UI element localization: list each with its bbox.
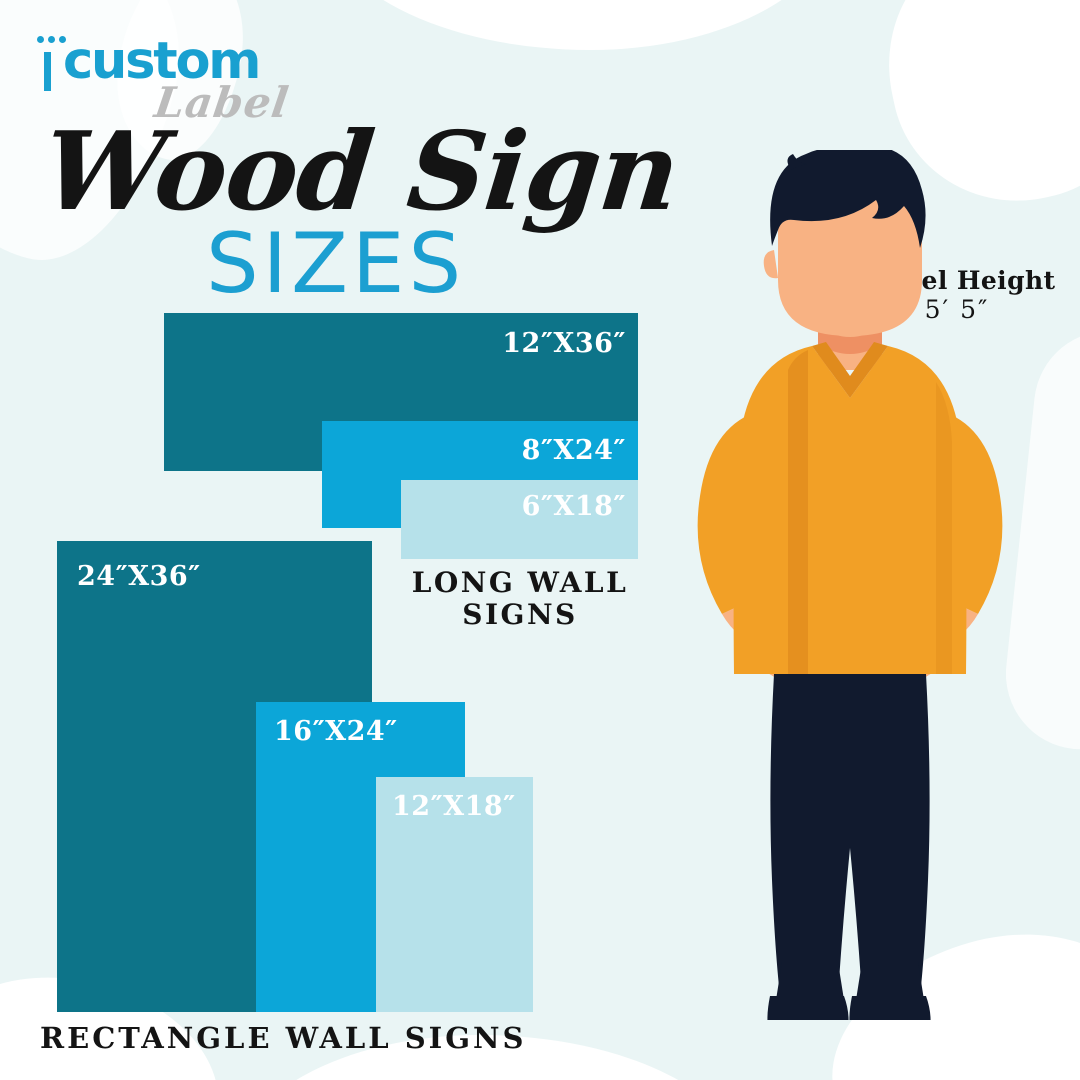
size-bar-label: 12″X36″ — [502, 328, 626, 359]
figure-shoe-left-top — [776, 962, 844, 1000]
page-title: Wood Sign SIZES — [30, 109, 684, 305]
size-bar-6x18[interactable]: 6″X18″ — [401, 480, 638, 559]
long-wall-caption-line-1: LONG WALL — [411, 566, 629, 599]
figure-neck-shadow — [818, 326, 882, 354]
brand-logo[interactable]: custom Label — [35, 32, 335, 127]
figure-ear — [763, 250, 778, 279]
long-wall-signs-caption: LONG WALL SIGNS — [400, 566, 640, 632]
model-height-value: 5′ 5″ — [924, 295, 990, 324]
logo-i-bar-icon — [44, 52, 51, 91]
title-block-line: SIZES — [206, 215, 466, 312]
logo-dots-icon — [37, 36, 71, 48]
figure-shoe-right — [849, 996, 931, 1020]
size-bar-12x18[interactable]: 12″X18″ — [376, 777, 533, 1012]
size-bar-label: 8″X24″ — [521, 435, 626, 466]
figure-sweater-shade-right — [936, 382, 952, 674]
brush-stroke-top — [320, 0, 840, 50]
title-script-line: Wood Sign — [37, 109, 685, 235]
figure-collar — [812, 342, 888, 398]
long-wall-caption-line-2: SIGNS — [462, 598, 578, 632]
figure-shoe-right-top — [856, 962, 924, 1000]
figure-hair — [770, 150, 926, 248]
size-bar-label: 6″X18″ — [521, 491, 626, 522]
logo-primary-text: custom — [63, 32, 261, 91]
model-figure-illustration — [660, 150, 1040, 1020]
figure-sweater-shade-left — [788, 350, 808, 674]
size-bar-label: 16″X24″ — [274, 716, 398, 747]
figure-shoe-left — [767, 996, 849, 1020]
size-bar-label: 12″X18″ — [392, 791, 516, 822]
figure-hair-tuft — [787, 154, 807, 170]
figure-pants — [770, 674, 930, 1020]
rectangle-wall-signs-caption: RECTANGLE WALL SIGNS — [40, 1021, 527, 1055]
size-bar-label: 24″X36″ — [77, 561, 201, 592]
